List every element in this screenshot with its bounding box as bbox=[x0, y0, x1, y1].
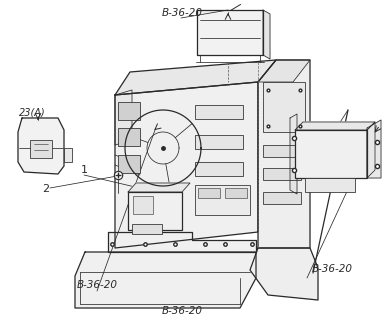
Bar bbox=[64, 148, 72, 162]
Bar bbox=[128, 192, 182, 230]
Bar bbox=[195, 135, 243, 149]
Bar bbox=[195, 185, 250, 215]
Polygon shape bbox=[108, 232, 256, 252]
Bar bbox=[263, 145, 301, 157]
Polygon shape bbox=[367, 120, 381, 178]
Bar bbox=[198, 188, 220, 198]
Polygon shape bbox=[258, 60, 310, 82]
Text: 2: 2 bbox=[42, 184, 49, 194]
Bar bbox=[133, 196, 153, 214]
Bar bbox=[118, 128, 140, 146]
Bar bbox=[295, 130, 367, 178]
Polygon shape bbox=[197, 10, 263, 55]
Polygon shape bbox=[115, 82, 258, 248]
Text: 1: 1 bbox=[81, 164, 88, 175]
Text: B-36-20: B-36-20 bbox=[161, 306, 203, 316]
Bar bbox=[195, 162, 243, 176]
Polygon shape bbox=[250, 248, 318, 300]
Polygon shape bbox=[115, 60, 276, 95]
Bar bbox=[225, 188, 247, 198]
Bar bbox=[263, 82, 305, 132]
Bar bbox=[305, 178, 355, 192]
Polygon shape bbox=[115, 90, 132, 145]
Polygon shape bbox=[75, 252, 256, 308]
Bar bbox=[118, 102, 140, 120]
Text: 23(B): 23(B) bbox=[322, 174, 349, 184]
Polygon shape bbox=[290, 114, 297, 194]
Text: B-36-20: B-36-20 bbox=[77, 280, 118, 290]
Text: 23(A): 23(A) bbox=[19, 107, 45, 117]
Text: B-36-20: B-36-20 bbox=[312, 264, 353, 274]
Bar bbox=[118, 155, 140, 173]
Polygon shape bbox=[128, 183, 190, 192]
Bar bbox=[30, 140, 52, 158]
Polygon shape bbox=[263, 10, 270, 59]
Text: B-36-20: B-36-20 bbox=[161, 8, 203, 18]
Polygon shape bbox=[295, 122, 375, 130]
Polygon shape bbox=[367, 122, 375, 178]
Bar bbox=[263, 192, 301, 204]
Bar bbox=[263, 168, 301, 180]
Polygon shape bbox=[18, 118, 64, 174]
Bar bbox=[132, 224, 162, 234]
Polygon shape bbox=[258, 60, 310, 248]
Bar bbox=[195, 105, 243, 119]
